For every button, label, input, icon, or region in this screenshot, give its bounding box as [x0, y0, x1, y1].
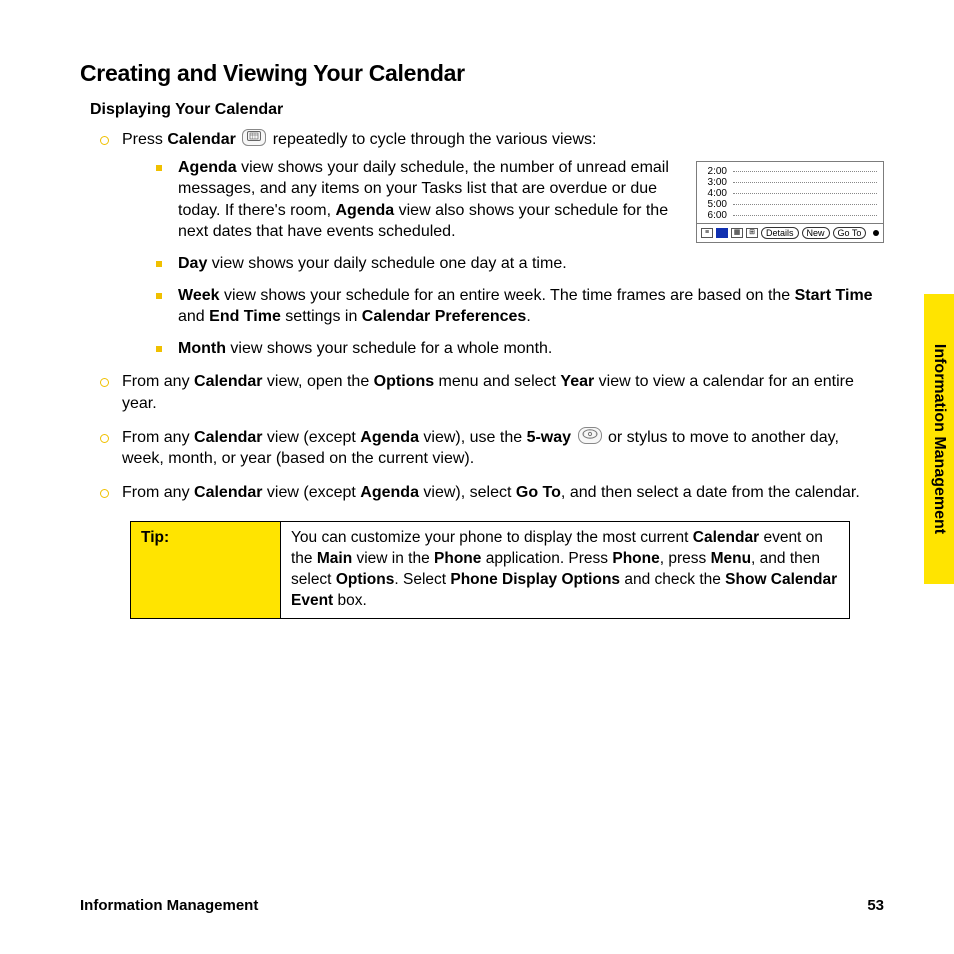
sublist-wrap: 2:00 3:00 4:00 5:00 6:00 ≡ ▦ ⊞ Details N…	[122, 157, 884, 360]
5-way-nav-icon	[578, 427, 602, 444]
tip-label: Tip:	[131, 522, 281, 619]
list-item: Press Calendar repeatedly to cycle throu…	[100, 129, 884, 359]
page-title: Creating and Viewing Your Calendar	[80, 60, 884, 87]
list-item: Month view shows your schedule for a who…	[156, 338, 884, 360]
text: Press	[122, 131, 167, 148]
section-heading: Displaying Your Calendar	[90, 101, 884, 119]
instruction-list: Press Calendar repeatedly to cycle throu…	[80, 129, 884, 503]
text-bold: Calendar	[167, 131, 235, 148]
page-content: Creating and Viewing Your Calendar Displ…	[0, 0, 954, 669]
list-item: Agenda view shows your daily schedule, t…	[156, 157, 884, 243]
footer-chapter: Information Management	[80, 897, 258, 914]
list-item: From any Calendar view, open the Options…	[100, 371, 884, 414]
list-item: From any Calendar view (except Agenda vi…	[100, 482, 884, 504]
chapter-tab: Information Management	[924, 294, 954, 584]
page-footer: Information Management 53	[80, 897, 884, 914]
text: repeatedly to cycle through the various …	[273, 131, 597, 148]
list-item: From any Calendar view (except Agenda vi…	[100, 427, 884, 470]
list-item: Week view shows your schedule for an ent…	[156, 285, 884, 328]
calendar-key-icon	[242, 129, 266, 146]
list-item: Day view shows your daily schedule one d…	[156, 253, 884, 275]
view-type-list: Agenda view shows your daily schedule, t…	[122, 157, 884, 360]
chapter-tab-label: Information Management	[930, 344, 948, 534]
tip-content: You can customize your phone to display …	[281, 522, 850, 619]
footer-page-number: 53	[867, 897, 884, 914]
tip-box: Tip: You can customize your phone to dis…	[130, 521, 850, 619]
